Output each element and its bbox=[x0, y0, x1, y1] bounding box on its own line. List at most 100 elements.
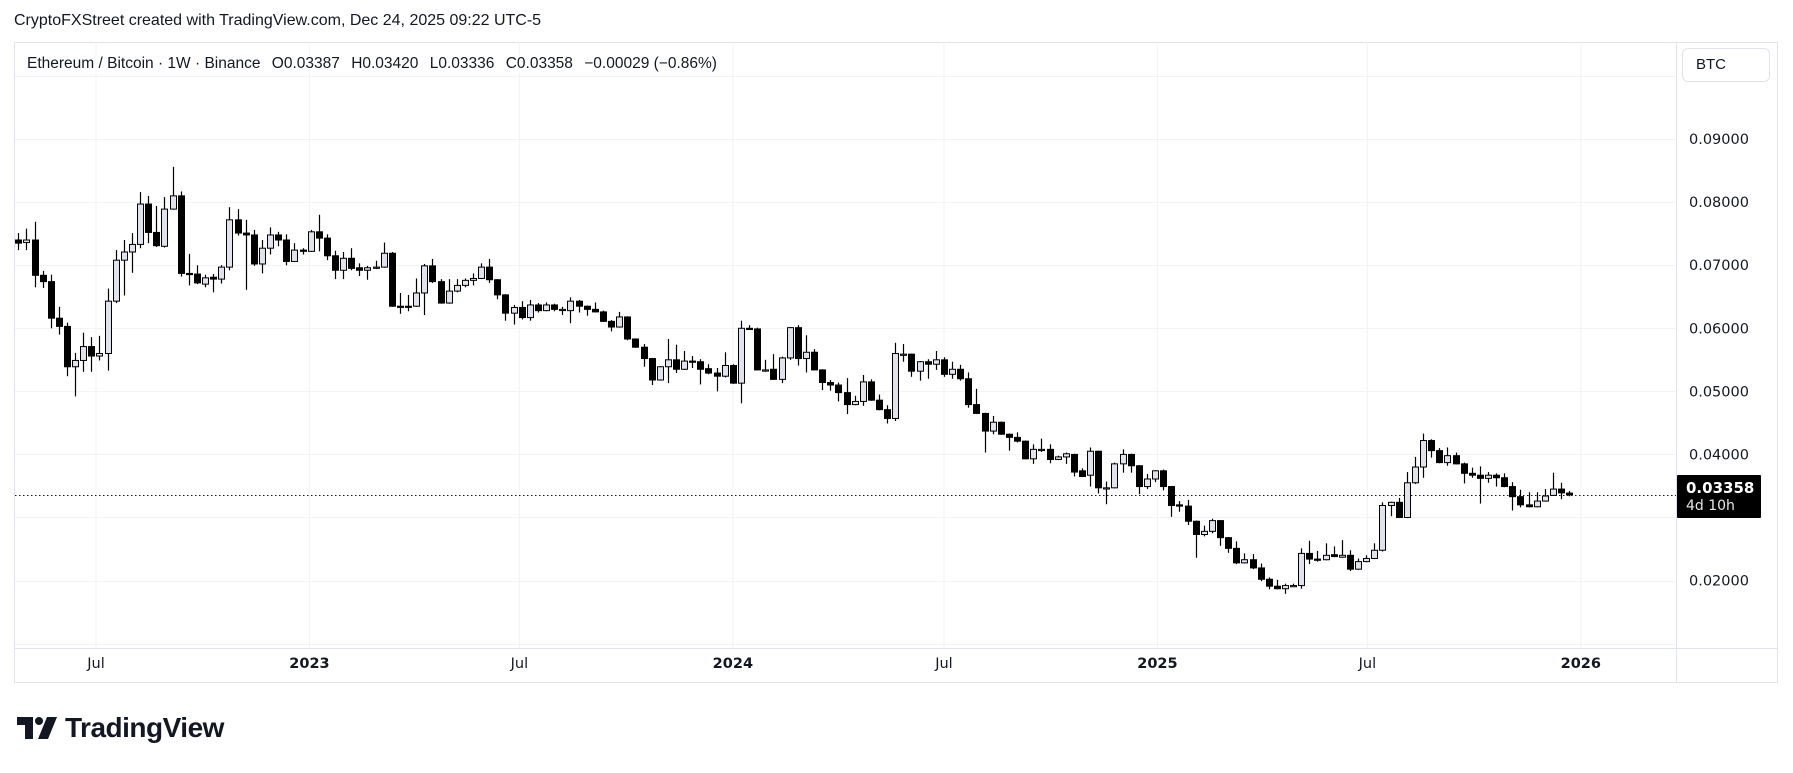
candle-body-up bbox=[917, 361, 924, 372]
candle bbox=[957, 364, 964, 381]
candle-body-down bbox=[429, 265, 436, 283]
candle bbox=[170, 166, 177, 210]
candle bbox=[949, 361, 956, 379]
candle-body-down bbox=[251, 234, 258, 265]
chart-pane[interactable] bbox=[14, 42, 1778, 683]
candle-body-down bbox=[332, 255, 339, 271]
candle bbox=[1055, 455, 1062, 461]
candle bbox=[754, 327, 761, 371]
candle-body-down bbox=[1274, 585, 1281, 590]
candle-body-down bbox=[689, 360, 696, 363]
candle-body-up bbox=[291, 249, 298, 262]
candle-body-down bbox=[714, 372, 721, 377]
candle-body-down bbox=[1436, 450, 1443, 464]
candle bbox=[1103, 481, 1110, 505]
candle bbox=[23, 228, 30, 251]
candle-body-up bbox=[340, 257, 347, 271]
symbol-title[interactable]: Ethereum / Bitcoin · 1W · Binance bbox=[27, 55, 261, 72]
candle bbox=[64, 322, 71, 377]
candle bbox=[202, 274, 209, 288]
candle bbox=[1339, 540, 1346, 558]
candle-body-up bbox=[738, 327, 745, 384]
candle-body-up bbox=[373, 266, 380, 269]
candle bbox=[446, 279, 453, 304]
candle bbox=[1209, 518, 1216, 534]
candle-body-down bbox=[746, 327, 753, 330]
candle bbox=[641, 344, 648, 367]
candle bbox=[998, 421, 1005, 435]
candle-body-up bbox=[1030, 448, 1037, 460]
candle bbox=[941, 357, 948, 377]
candle bbox=[616, 311, 623, 328]
tradingview-logo[interactable]: TradingView bbox=[17, 712, 224, 744]
candle-body-down bbox=[608, 320, 615, 328]
candle bbox=[1314, 550, 1321, 562]
candle bbox=[1355, 558, 1362, 570]
candle-body-down bbox=[1128, 453, 1135, 467]
candle bbox=[900, 344, 907, 362]
candle-body-down bbox=[494, 279, 501, 296]
candle-body-up bbox=[1412, 466, 1419, 484]
candle bbox=[1111, 462, 1118, 489]
candle-body-down bbox=[389, 252, 396, 307]
candle bbox=[559, 306, 566, 316]
candle bbox=[1071, 453, 1078, 477]
candles bbox=[15, 166, 1573, 594]
candle-body-up bbox=[860, 381, 867, 402]
candle bbox=[178, 191, 185, 277]
candle bbox=[697, 359, 704, 385]
candle-body-up bbox=[559, 308, 566, 312]
candle bbox=[291, 243, 298, 263]
candle-body-down bbox=[64, 325, 71, 368]
candle bbox=[860, 374, 867, 406]
candle-body-down bbox=[868, 381, 875, 401]
candle-body-up bbox=[129, 243, 136, 253]
price-axis[interactable]: 0.09000 0.08000 0.07000 0.06000 0.05000 0.040… bbox=[1689, 132, 1749, 589]
candle bbox=[811, 349, 818, 371]
candle-body-up bbox=[990, 421, 997, 432]
candle-body-down bbox=[1453, 455, 1460, 465]
candle-body-down bbox=[1266, 578, 1273, 587]
candle bbox=[153, 205, 160, 247]
candle-body-down bbox=[1136, 465, 1143, 488]
candle bbox=[1258, 563, 1265, 582]
candle bbox=[982, 412, 989, 453]
candle bbox=[1566, 490, 1573, 497]
candle-body-up bbox=[1055, 456, 1062, 460]
candle bbox=[730, 364, 737, 384]
candle bbox=[1176, 501, 1183, 512]
candle-body-down bbox=[535, 304, 542, 312]
candle bbox=[803, 335, 810, 373]
candle bbox=[770, 354, 777, 380]
currency-button[interactable]: BTC bbox=[1682, 48, 1770, 82]
candle bbox=[194, 265, 201, 285]
candle bbox=[1534, 492, 1541, 508]
candle bbox=[1095, 450, 1102, 494]
candle bbox=[462, 278, 469, 288]
candle bbox=[381, 242, 388, 268]
candle bbox=[340, 251, 347, 280]
candle bbox=[1461, 462, 1468, 484]
candle-body-down bbox=[811, 351, 818, 371]
candle bbox=[502, 294, 509, 321]
candle-body-up bbox=[1103, 487, 1110, 490]
candle-body-up bbox=[665, 359, 672, 368]
ohlc-change: −0.00029 (−0.86%) bbox=[584, 55, 717, 72]
candle-body-up bbox=[1363, 557, 1370, 563]
candle bbox=[852, 395, 859, 406]
candle bbox=[1453, 452, 1460, 465]
candle bbox=[129, 233, 136, 273]
price-tick-label: 0.07000 bbox=[1689, 258, 1749, 274]
time-axis[interactable]: Jul 2023 Jul 2024 Jul 2025 Jul 2026 bbox=[86, 656, 1601, 672]
candle bbox=[161, 197, 168, 248]
candle bbox=[592, 302, 599, 313]
candle-body-down bbox=[1047, 448, 1054, 460]
candle-body-down bbox=[40, 274, 47, 283]
candle bbox=[1558, 482, 1565, 500]
candle-body-down bbox=[705, 368, 712, 374]
price-tick-label: 0.02000 bbox=[1689, 574, 1749, 590]
candle bbox=[1030, 444, 1037, 464]
candle bbox=[1168, 485, 1175, 517]
candle-body-down bbox=[194, 273, 201, 284]
